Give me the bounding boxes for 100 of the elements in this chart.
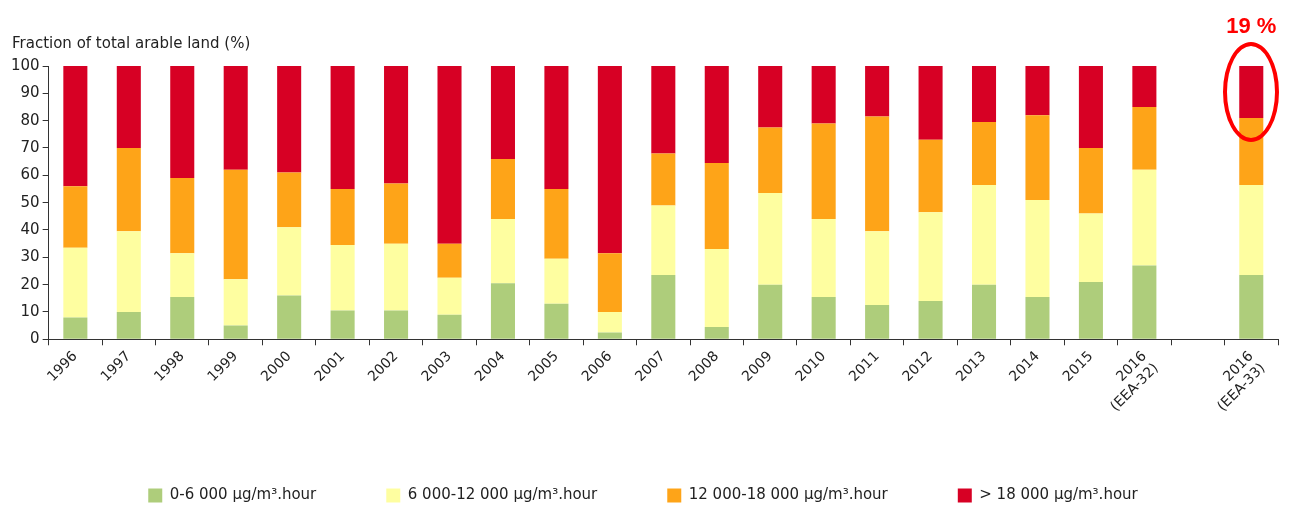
bar xyxy=(865,66,890,117)
bar xyxy=(277,295,302,339)
bar xyxy=(116,66,141,148)
y-tick-label: 40 xyxy=(20,219,40,238)
bar xyxy=(1078,281,1103,339)
bar xyxy=(811,66,836,124)
bar xyxy=(170,66,195,179)
bar xyxy=(116,147,141,232)
bar xyxy=(170,178,195,254)
bar xyxy=(277,66,302,173)
bar xyxy=(277,172,302,228)
bar xyxy=(116,311,141,339)
bar xyxy=(63,186,88,248)
bar xyxy=(865,231,890,306)
bar xyxy=(1132,265,1157,339)
bar xyxy=(651,275,676,339)
y-tick-label: 60 xyxy=(20,165,40,184)
bar xyxy=(223,279,248,326)
bar xyxy=(1239,184,1264,276)
bar xyxy=(865,116,890,232)
bar xyxy=(1078,66,1103,148)
bar xyxy=(1132,106,1157,170)
y-tick-label: 80 xyxy=(20,110,40,129)
bar xyxy=(490,158,515,220)
y-axis-title: Fraction of total arable land (%) xyxy=(12,34,251,53)
bar xyxy=(490,219,515,284)
bar xyxy=(704,249,729,327)
bar xyxy=(544,66,569,189)
bar xyxy=(597,311,622,333)
bar xyxy=(490,283,515,339)
bar xyxy=(63,317,88,339)
bar xyxy=(63,66,88,187)
bar xyxy=(1025,296,1050,339)
y-tick-label: 70 xyxy=(20,137,40,156)
y-tick-label: 20 xyxy=(20,274,40,293)
legend-label: > 18 000 µg/m³.hour xyxy=(979,485,1139,504)
bar xyxy=(865,305,890,339)
y-tick-label: 50 xyxy=(20,192,40,211)
bar xyxy=(597,253,622,312)
bar xyxy=(918,66,943,140)
bar xyxy=(330,188,355,245)
bar xyxy=(811,219,836,297)
bar xyxy=(971,122,997,185)
bar xyxy=(384,66,409,184)
bar xyxy=(971,284,997,339)
y-tick-label: 90 xyxy=(20,83,40,102)
bar xyxy=(223,66,248,170)
bar xyxy=(971,66,997,123)
annotation: 19 % xyxy=(1226,13,1277,39)
bar xyxy=(437,277,462,315)
legend-label: 12 000-18 000 µg/m³.hour xyxy=(688,485,889,504)
y-tick-label: 0 xyxy=(30,329,40,348)
bar xyxy=(330,310,355,339)
bar xyxy=(384,310,409,339)
bar xyxy=(651,205,676,276)
bar xyxy=(758,66,783,128)
bar xyxy=(918,139,943,213)
bar xyxy=(704,163,729,250)
bar xyxy=(811,296,836,339)
bar xyxy=(918,212,943,302)
legend-label: 6 000-12 000 µg/m³.hour xyxy=(407,485,599,504)
bar xyxy=(277,227,302,296)
bar xyxy=(63,247,88,318)
bar xyxy=(1132,66,1157,107)
bar xyxy=(170,296,195,339)
bar xyxy=(1025,115,1050,200)
bar xyxy=(1025,199,1050,297)
bar xyxy=(651,66,676,154)
bar xyxy=(544,188,569,259)
bar xyxy=(704,66,729,164)
bar xyxy=(597,332,622,339)
bar xyxy=(437,66,462,244)
bar xyxy=(490,66,515,159)
bar xyxy=(330,66,355,189)
y-tick-label: 100 xyxy=(10,55,40,74)
bar xyxy=(170,253,195,297)
bar xyxy=(758,127,783,194)
bar xyxy=(544,303,569,339)
bar xyxy=(330,245,355,311)
bar xyxy=(116,231,141,312)
bar xyxy=(437,314,462,339)
bar xyxy=(704,326,729,339)
bar xyxy=(1239,275,1264,339)
bar xyxy=(597,66,622,254)
y-tick-label: 10 xyxy=(20,301,40,320)
legend-label: 0-6 000 µg/m³.hour xyxy=(169,485,318,504)
bar xyxy=(758,193,783,285)
bar xyxy=(1132,169,1157,266)
bar xyxy=(544,258,569,304)
bar xyxy=(1078,213,1103,282)
bar xyxy=(1025,66,1050,116)
bar xyxy=(1078,147,1103,214)
bar xyxy=(651,153,676,206)
bar xyxy=(384,183,409,244)
bar xyxy=(971,184,997,285)
bar xyxy=(918,301,943,339)
bar xyxy=(758,284,783,339)
bar xyxy=(223,325,248,339)
bar xyxy=(1239,66,1264,118)
bar xyxy=(437,243,462,278)
